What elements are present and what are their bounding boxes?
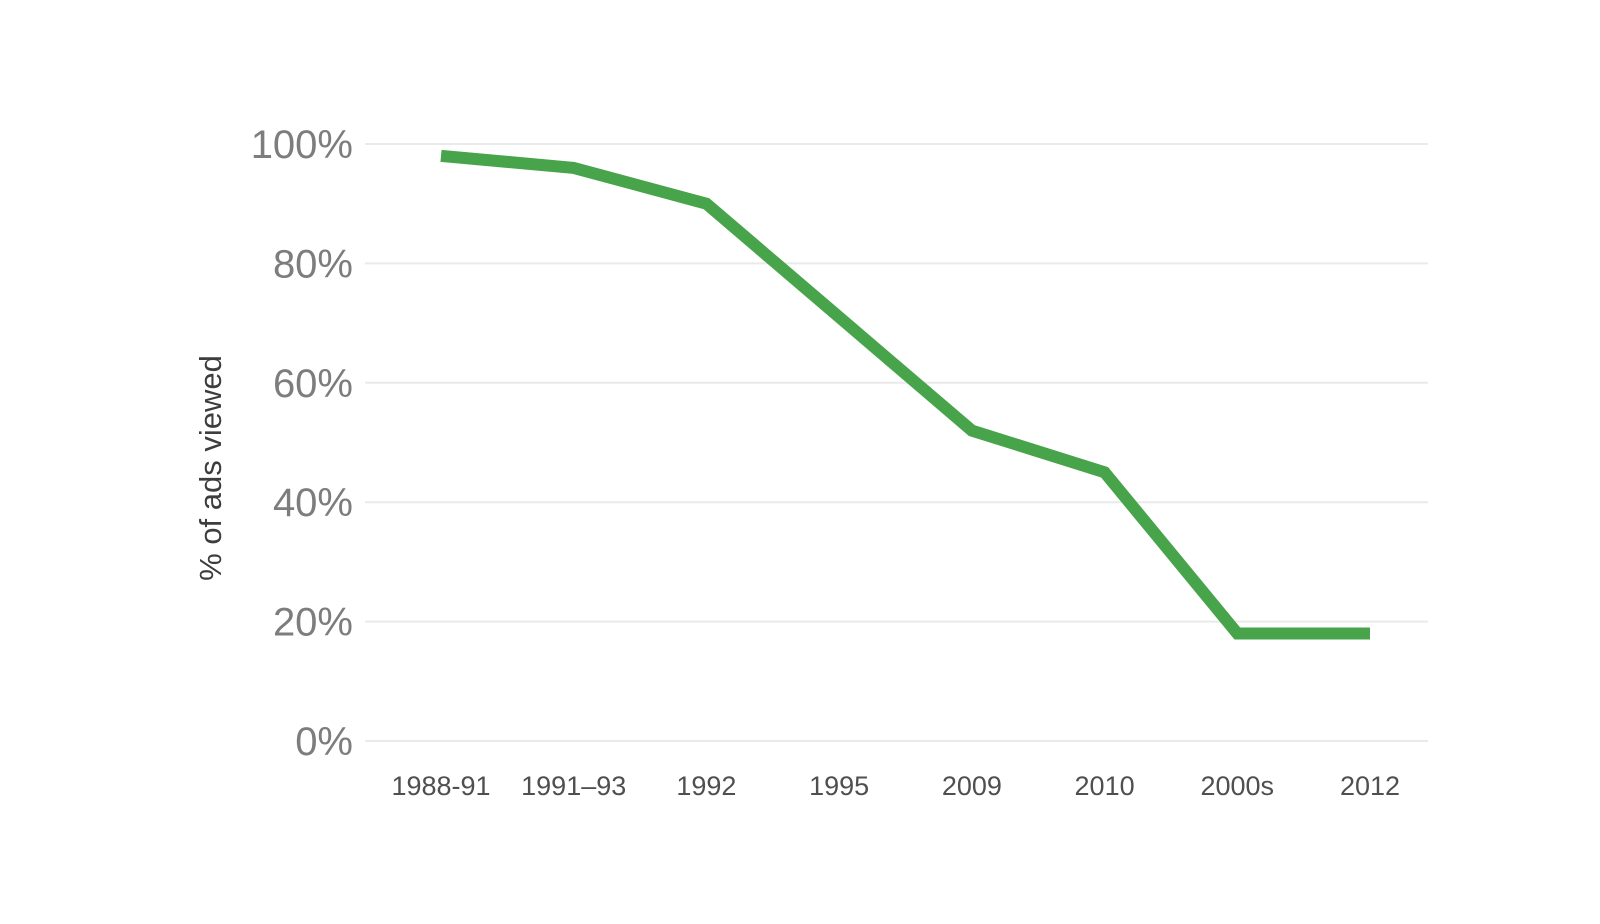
x-axis-tick-label: 1995 [809,771,869,801]
line-chart-figure: 0% 20% 40% 60% 80% 100% 1988-91 1991–93 1992 199… [40,16,1600,919]
x-axis-tick-labels-group: 1988-91 1991–93 1992 1995 2009 2010 2000s 2012 [391,771,1400,801]
x-axis-tick-label: 1992 [676,771,736,801]
gridlines-group [365,143,1428,742]
y-axis-tick-labels-group: 0% 20% 40% 60% 80% 100% [251,123,353,764]
y-axis-tick-label: 100% [251,123,353,167]
x-axis-tick-label: 1991–93 [521,771,626,801]
ads-viewed-series-line [440,149,1370,640]
x-axis-tick-label: 2012 [1340,771,1400,801]
y-axis-title: % of ads viewed [193,355,228,581]
x-axis-tick-label: 1988-91 [391,771,490,801]
y-axis-tick-label: 20% [273,601,353,645]
y-axis-tick-label: 40% [273,481,353,525]
y-axis-tick-label: 0% [295,720,353,764]
y-axis-tick-label: 60% [273,362,353,406]
x-axis-tick-label: 2009 [942,771,1002,801]
x-axis-tick-label: 2010 [1075,771,1135,801]
y-axis-tick-label: 80% [273,242,353,286]
ads-viewed-line-chart: 0% 20% 40% 60% 80% 100% 1988-91 1991–93 1992 199… [193,123,1428,801]
x-axis-tick-label: 2000s [1200,771,1274,801]
